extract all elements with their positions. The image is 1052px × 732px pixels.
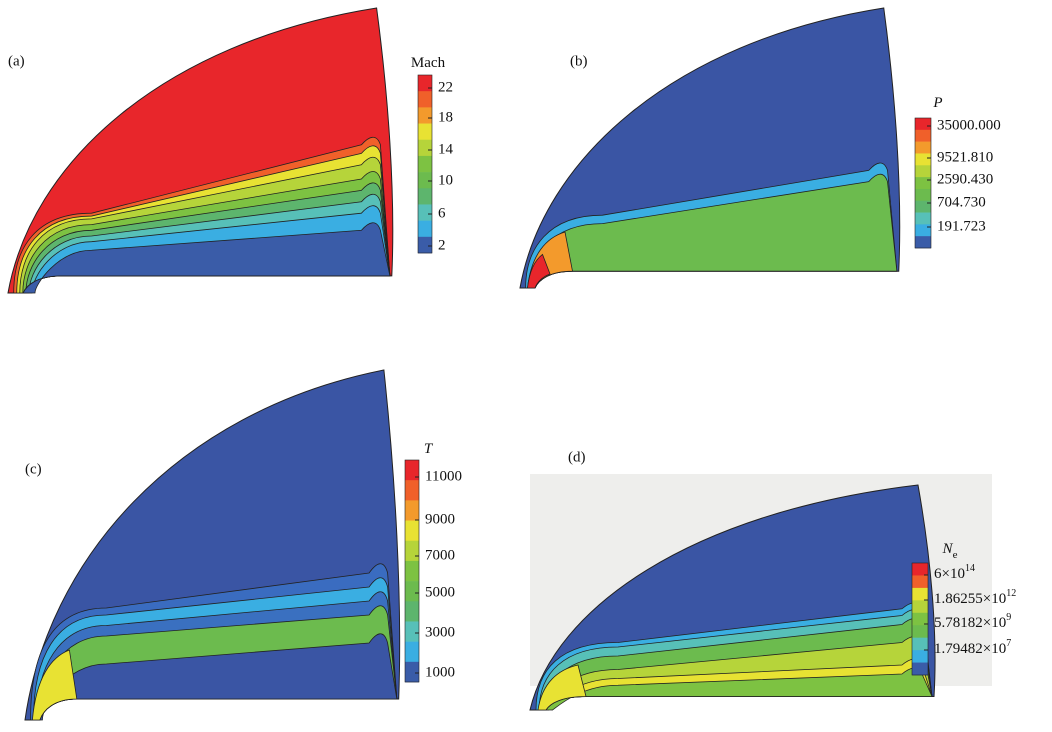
colorbar-swatch <box>912 638 928 651</box>
colorbar-swatch <box>405 521 419 541</box>
colorbar-swatch <box>915 142 931 154</box>
colorbar-tick-label: 7000 <box>425 547 455 563</box>
colorbar-swatch <box>915 118 931 130</box>
panel-label: (a) <box>8 53 25 69</box>
tick-base: 6×10 <box>934 566 965 582</box>
colorbar-swatch <box>915 130 931 142</box>
colorbar-tick-label: 14 <box>438 141 454 157</box>
colorbar-swatch <box>405 621 419 641</box>
colorbar-swatch <box>405 561 419 581</box>
colorbar-swatch <box>912 600 928 613</box>
colorbar-tick-label: 5000 <box>425 584 455 600</box>
colorbar-title-text: Mach <box>411 55 446 71</box>
colorbar-swatch <box>418 221 432 237</box>
colorbar-title-text: P <box>932 95 942 111</box>
colorbar-tick-label: 18 <box>438 109 453 125</box>
colorbar-title: T <box>424 441 434 457</box>
colorbar-tick-label: 2 <box>438 237 446 253</box>
colorbar-swatch <box>912 650 928 663</box>
colorbar-tick-label: 704.730 <box>937 194 986 210</box>
colorbar-swatch <box>912 575 928 588</box>
colorbar-swatch <box>418 75 432 91</box>
colorbar-swatch <box>405 642 419 662</box>
colorbar-tick-label: 1.86255×1012 <box>934 588 1016 607</box>
colorbar-swatch <box>912 588 928 601</box>
colorbar-swatch <box>418 204 432 220</box>
colorbar-swatch <box>912 663 928 676</box>
contour-plot <box>520 8 900 288</box>
colorbar-swatch <box>405 601 419 621</box>
colorbar-swatch <box>418 140 432 156</box>
tick-base: 5.78182×10 <box>934 615 1006 631</box>
colorbar-tick-label: 5.78182×109 <box>934 612 1011 631</box>
colorbar-tick-label: 10 <box>438 172 453 188</box>
colorbar-swatch <box>418 91 432 107</box>
tick-base: 1.79482×10 <box>934 641 1006 657</box>
tick-base: 1.86255×10 <box>934 591 1006 607</box>
colorbar-swatch <box>915 189 931 201</box>
colorbar-swatch <box>405 541 419 561</box>
colorbar-swatch <box>915 165 931 177</box>
colorbar-swatch <box>418 188 432 204</box>
colorbar-title-text: T <box>424 441 434 457</box>
colorbar-swatch <box>405 662 419 682</box>
colorbar-tick-label: 9000 <box>425 511 455 527</box>
panel-label: (b) <box>570 53 588 69</box>
contour-plot <box>25 370 400 720</box>
colorbar-swatch <box>418 124 432 140</box>
colorbar-swatch <box>418 107 432 123</box>
colorbar-swatch <box>915 236 931 248</box>
colorbar-swatch <box>418 172 432 188</box>
tick-exponent: 12 <box>1006 588 1016 599</box>
tick-exponent: 7 <box>1006 638 1011 649</box>
figure: (a) Mach 22 18 14 10 6 2 (b) P 35000.000 9521.810 25… <box>0 0 1052 727</box>
colorbar-title-sub: e <box>953 549 958 561</box>
colorbar-swatch <box>915 153 931 165</box>
tick-exponent: 14 <box>965 563 975 574</box>
colorbar-swatch <box>418 237 432 253</box>
colorbar-tick-label: 3000 <box>425 624 455 640</box>
colorbar-tick-label: 6 <box>438 205 446 221</box>
colorbar-swatch <box>405 480 419 500</box>
colorbar-swatch <box>405 581 419 601</box>
colorbar-tick-label: 191.723 <box>937 218 986 234</box>
colorbar-tick-label: 22 <box>438 79 453 95</box>
colorbar-swatch <box>915 177 931 189</box>
colorbar-swatch <box>912 625 928 638</box>
colorbar-tick-label: 35000.000 <box>937 117 1001 133</box>
colorbar-tick-label: 1.79482×107 <box>934 638 1011 657</box>
colorbar-swatch <box>915 224 931 236</box>
colorbar-tick-label: 11000 <box>425 468 462 484</box>
colorbar-tick-label: 9521.810 <box>937 149 993 165</box>
tick-exponent: 9 <box>1006 612 1011 623</box>
panel-label: (d) <box>568 449 586 465</box>
colorbar-swatch <box>915 213 931 225</box>
colorbar-title: Mach <box>411 55 446 71</box>
panel-label: (c) <box>25 461 42 477</box>
colorbar-swatch <box>912 563 928 576</box>
colorbar-title: P <box>932 95 942 111</box>
contour-plot <box>8 8 393 293</box>
colorbar-swatch <box>405 500 419 520</box>
colorbar-tick-label: 1000 <box>425 664 455 680</box>
colorbar-tick-label: 2590.430 <box>937 171 993 187</box>
colorbar-swatch <box>418 156 432 172</box>
